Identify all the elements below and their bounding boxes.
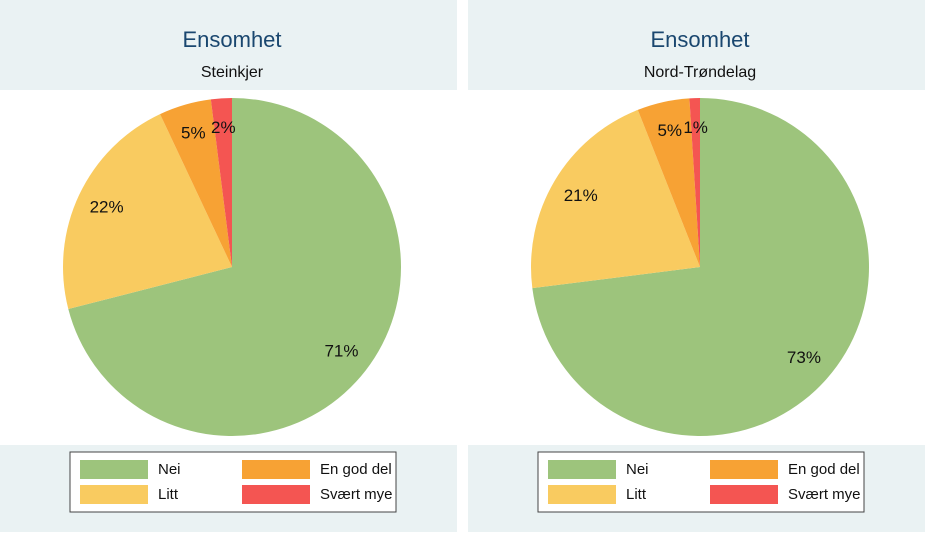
chart-subtitle: Steinkjer <box>201 64 264 81</box>
pie-slice <box>63 114 232 310</box>
pie-slice <box>532 98 869 436</box>
pie-slice <box>531 109 700 289</box>
pie-slice <box>689 98 700 267</box>
legend-label: Nei <box>158 461 181 478</box>
legend-swatch <box>548 485 616 504</box>
pie-slice <box>68 98 402 436</box>
legend-swatch <box>80 460 148 479</box>
legend-label: Svært mye <box>320 486 393 503</box>
slice-label: 21% <box>564 186 598 205</box>
slice-label: 1% <box>683 118 708 137</box>
legend-swatch <box>548 460 616 479</box>
legend-label: Litt <box>626 486 647 503</box>
pie-slice <box>160 99 232 268</box>
legend-label: En god del <box>320 461 392 478</box>
legend-label: Litt <box>158 486 179 503</box>
legend-swatch <box>242 460 310 479</box>
legend-swatch <box>80 485 148 504</box>
title-band <box>468 0 925 90</box>
legend-label: Svært mye <box>788 486 861 503</box>
chart-title: Ensomhet <box>182 27 281 52</box>
chart-title: Ensomhet <box>650 27 749 52</box>
slice-label: 5% <box>657 121 682 140</box>
slice-label: 22% <box>90 197 124 216</box>
chart-subtitle: Nord-Trøndelag <box>644 64 756 81</box>
legend-label: Nei <box>626 461 649 478</box>
legend-swatch <box>242 485 310 504</box>
slice-label: 5% <box>181 123 206 142</box>
pie-slice <box>637 98 700 267</box>
legend-swatch <box>710 460 778 479</box>
legend-swatch <box>710 485 778 504</box>
legend-label: En god del <box>788 461 860 478</box>
slice-label: 2% <box>211 118 236 137</box>
slice-label: 73% <box>787 348 821 367</box>
title-band <box>0 0 457 90</box>
slice-label: 71% <box>324 341 358 360</box>
pie-slice <box>210 98 232 267</box>
